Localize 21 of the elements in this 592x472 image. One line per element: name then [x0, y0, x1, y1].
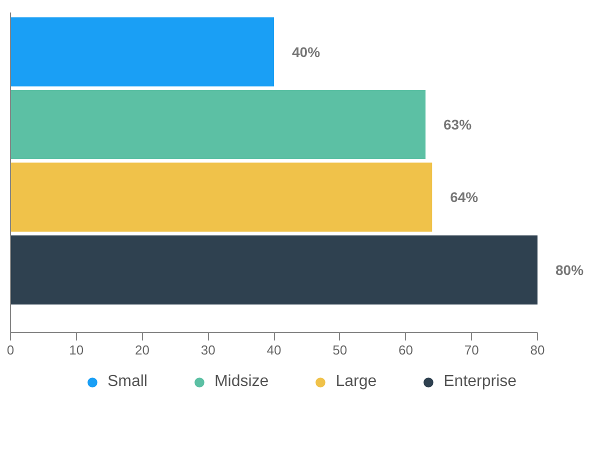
data-label: 80%: [556, 262, 584, 278]
x-tick-label: 50: [332, 342, 348, 358]
x-tick-label: 40: [266, 342, 282, 358]
x-tick-label: 80: [530, 342, 545, 358]
legend-label: Small: [107, 373, 148, 391]
x-tick-label: 70: [464, 342, 479, 358]
legend-label: Enterprise: [444, 373, 517, 391]
legend-label: Midsize: [214, 373, 269, 391]
data-label: 40%: [292, 44, 321, 60]
x-tick-label: 0: [6, 342, 14, 358]
bar: [10, 17, 274, 86]
x-tick-label: 30: [200, 342, 216, 358]
bar: [10, 162, 432, 232]
legend-label: Large: [336, 373, 377, 391]
x-tick-label: 60: [398, 342, 413, 358]
x-tick-label: 10: [69, 342, 84, 358]
data-label: 63%: [444, 116, 472, 132]
bar: [10, 90, 426, 160]
bar: [10, 235, 538, 304]
x-tick-label: 20: [135, 342, 150, 358]
data-label: 64%: [450, 189, 479, 206]
